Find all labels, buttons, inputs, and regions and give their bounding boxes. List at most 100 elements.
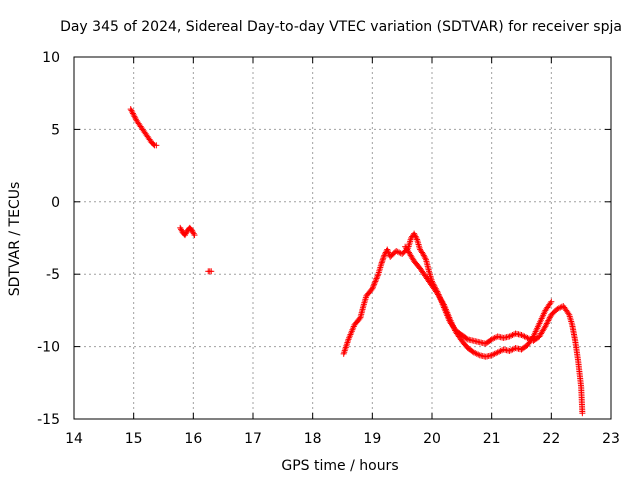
data-point [372,278,379,285]
data-point [542,323,549,330]
data-point [472,350,479,357]
data-point [490,335,497,342]
data-point [521,333,528,340]
data-point [129,110,136,117]
y-tick-label: -10 [37,340,60,356]
data-point [208,268,215,275]
data-point [385,249,392,256]
x-tick-label: 15 [125,431,143,447]
data-point [494,349,501,356]
data-point [490,351,497,358]
data-point [373,275,380,282]
data-point [545,317,552,324]
data-point [413,235,420,241]
data-point [411,230,418,237]
data-point [543,321,550,328]
x-tick-label: 19 [363,431,381,447]
data-point [129,109,136,116]
data-point [470,349,477,356]
data-point [565,310,572,317]
data-point [422,255,429,262]
data-point [393,248,400,255]
data-point [412,233,419,240]
data-point [369,285,376,292]
data-point [547,300,554,307]
x-tick-label: 17 [244,431,262,447]
x-tick-label: 22 [542,431,560,447]
data-point [150,141,157,148]
data-point [509,332,516,339]
data-point [506,347,513,354]
data-point [356,315,363,322]
data-point [374,272,381,279]
data-point [508,332,515,339]
data-point [128,107,135,114]
data-point [440,300,447,307]
data-point [394,248,401,255]
data-point [488,352,495,359]
data-point [473,350,480,357]
grid [74,57,611,419]
data-point [544,318,551,325]
data-point [579,410,586,417]
y-tick-label: 10 [42,50,60,66]
data-point [508,347,515,354]
data-point [411,232,418,239]
data-point [371,279,378,286]
chart-title: Day 345 of 2024, Sidereal Day-to-day VTE… [60,19,622,35]
x-tick-label: 23 [602,431,620,447]
data-point [522,334,529,341]
plot-frame [73,56,612,420]
data-point [190,230,197,237]
data-point [509,346,516,353]
x-tick-label: 14 [65,431,83,447]
data-point [131,113,138,120]
x-tick-label: 18 [304,431,322,447]
axes: 14 15 16 17 18 19 20 21 22 23 -15 -10 -5 0 5 10 [37,50,620,447]
data-point [384,246,391,253]
data-point [381,252,388,259]
data-point [529,334,536,341]
data-point [372,276,379,283]
data-point [463,335,470,342]
x-tick-label: 16 [184,431,202,447]
data-point [153,142,160,149]
x-tick-label: 21 [483,431,501,447]
data-point [420,250,427,257]
data-point [132,114,139,121]
y-axis-label: SDTVAR / TECUs [7,182,23,297]
data-point [493,350,500,357]
data-point [127,106,134,113]
data-point [420,252,427,259]
data-point [554,305,561,312]
data-points [127,106,586,417]
data-point [555,305,562,312]
data-point [374,274,381,281]
y-tick-label: -15 [37,412,60,428]
data-point [475,351,482,358]
data-point [191,232,198,239]
data-point [496,348,503,355]
x-axis-label: GPS time / hours [281,458,398,474]
data-point [130,111,137,118]
data-point [488,336,495,343]
y-tick-label: 5 [51,122,60,138]
data-point [384,248,391,255]
data-point [546,316,553,323]
data-point [506,333,513,340]
data-point [421,253,428,260]
data-point [497,347,504,354]
data-point [491,350,498,357]
data-point [519,332,526,339]
data-point [546,314,553,321]
data-point [370,282,377,289]
data-point [371,281,378,288]
data-point [369,284,376,291]
data-point [548,298,555,305]
y-tick-label: 0 [51,195,60,211]
x-tick-label: 20 [423,431,441,447]
data-point [491,334,498,341]
data-point [518,332,525,339]
y-tick-label: -5 [46,267,60,283]
